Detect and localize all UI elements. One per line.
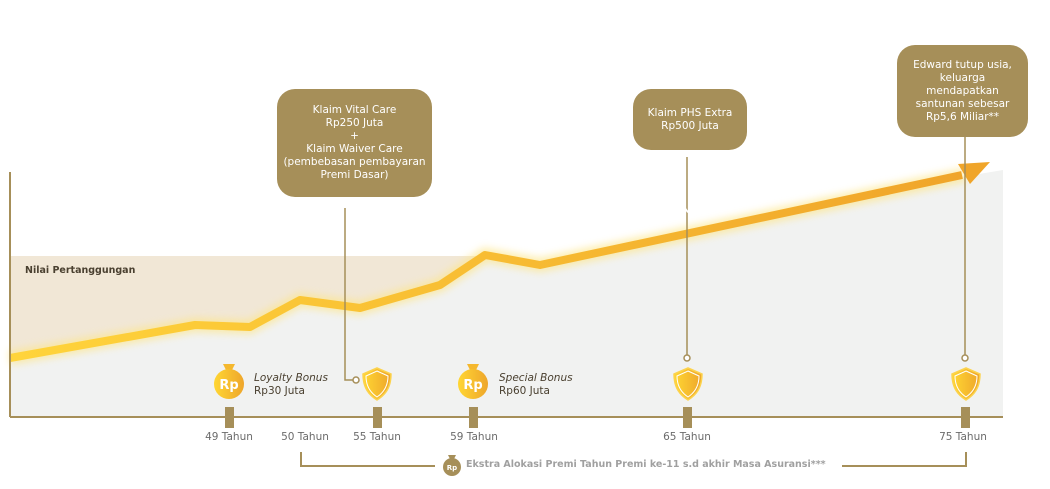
callout-line: santunan sebesar — [915, 97, 1010, 110]
bonus-title: Special Bonus — [499, 372, 573, 384]
money-bag-icon: Rp — [214, 364, 244, 399]
ekstra-bracket-right — [842, 452, 967, 467]
callout-line: keluarga mendapatkan — [926, 71, 999, 97]
tick-55 — [373, 407, 382, 428]
ekstra-allocation-label: Ekstra Alokasi Premi Tahun Premi ke-11 s… — [466, 459, 826, 470]
tick-75 — [961, 407, 970, 428]
callout-line: Rp500 Juta — [661, 119, 719, 132]
callout-line: Edward tutup usia, — [913, 58, 1012, 71]
investment-area — [10, 170, 1003, 417]
loyalty-bonus: Loyalty Bonus Rp30 Juta — [254, 372, 328, 398]
age-label: 59 Tahun — [450, 431, 498, 443]
callout-line: Rp5,6 Miliar** — [925, 110, 1000, 123]
tick-65 — [683, 407, 692, 428]
ekstra-bracket-left — [300, 452, 435, 467]
investment-line — [9, 171, 963, 362]
callout-phs-extra: Klaim PHS Extra Rp500 Juta — [633, 89, 747, 150]
arrow-head-icon — [958, 162, 990, 184]
callout-line: Premi Dasar) — [320, 169, 389, 181]
shield-icon — [951, 367, 981, 401]
callout-line: Klaim Vital Care — [312, 104, 397, 116]
connector-55 — [344, 208, 353, 381]
age-label: 75 Tahun — [939, 431, 987, 443]
svg-text:Rp: Rp — [219, 378, 238, 393]
callout-line: Klaim Waiver Care — [306, 143, 403, 155]
bonus-amount: Rp30 Juta — [254, 385, 305, 397]
callout-line: + — [350, 130, 359, 142]
svg-text:Rp: Rp — [463, 378, 482, 393]
bonus-amount: Rp60 Juta — [499, 385, 550, 397]
age-label: 65 Tahun — [663, 431, 711, 443]
bonus-title: Loyalty Bonus — [254, 372, 328, 384]
special-bonus: Special Bonus Rp60 Juta — [499, 372, 573, 398]
callout-vital-care: Klaim Vital Care Rp250 Juta + Klaim Waiv… — [277, 89, 432, 197]
tick-59 — [469, 407, 478, 428]
svg-text:Rp: Rp — [447, 464, 457, 472]
sum-assured-label: Nilai Pertanggungan — [25, 265, 136, 276]
tick-49 — [225, 407, 234, 428]
age-label: 49 Tahun — [205, 431, 253, 443]
money-bag-icon: Rp — [458, 364, 488, 399]
money-bag-icon-small: Rp — [443, 455, 461, 476]
shield-icon — [673, 367, 703, 401]
age-label: 55 Tahun — [353, 431, 401, 443]
callout-line: Klaim PHS Extra — [647, 106, 733, 119]
shield-icon — [362, 367, 392, 401]
callout-line: (pembebasan pembayaran — [283, 156, 426, 168]
callout-death-benefit: Edward tutup usia, keluarga mendapatkan … — [897, 45, 1028, 137]
age-label: 50 Tahun — [281, 431, 329, 443]
callout-line: Rp250 Juta — [325, 117, 384, 129]
